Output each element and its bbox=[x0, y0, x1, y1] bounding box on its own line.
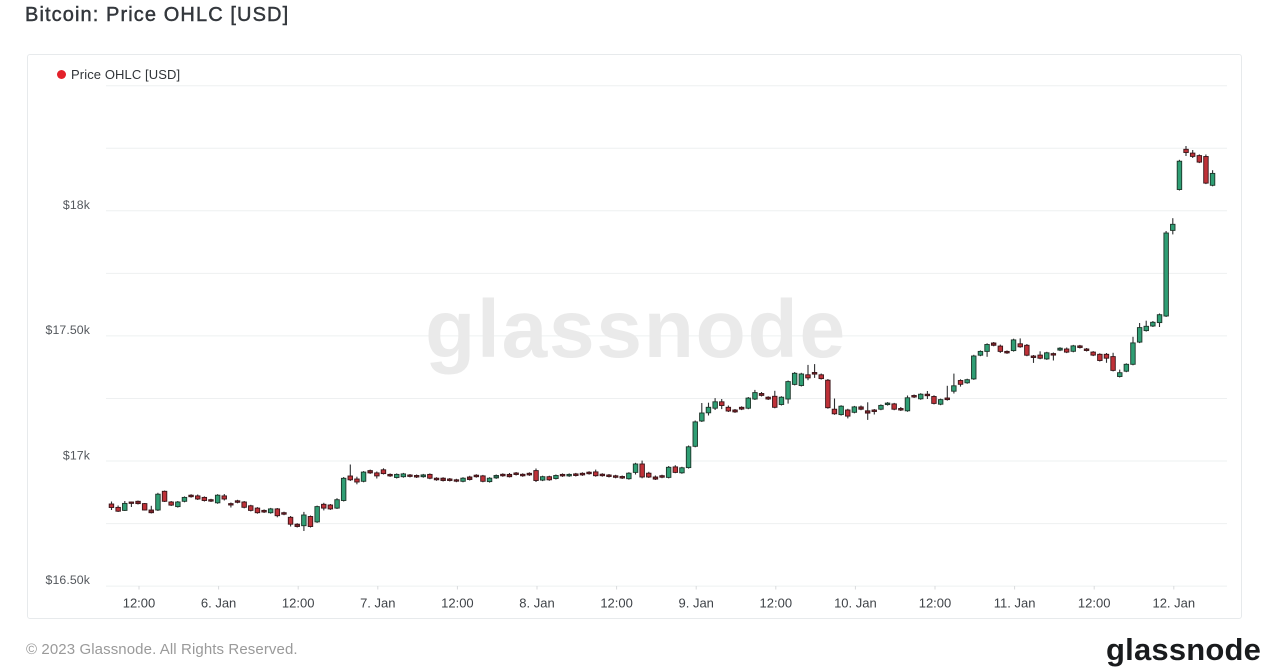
svg-text:6. Jan: 6. Jan bbox=[201, 596, 236, 611]
svg-text:12:00: 12:00 bbox=[123, 596, 156, 611]
svg-text:12. Jan: 12. Jan bbox=[1152, 596, 1195, 611]
svg-text:12:00: 12:00 bbox=[1078, 596, 1111, 611]
svg-text:12:00: 12:00 bbox=[919, 596, 952, 611]
svg-text:12:00: 12:00 bbox=[441, 596, 474, 611]
svg-text:10. Jan: 10. Jan bbox=[834, 596, 877, 611]
svg-text:12:00: 12:00 bbox=[760, 596, 793, 611]
svg-text:$17.50k: $17.50k bbox=[46, 323, 91, 337]
svg-text:$18k: $18k bbox=[63, 198, 91, 212]
svg-text:glassnode: glassnode bbox=[425, 284, 847, 375]
svg-text:9. Jan: 9. Jan bbox=[678, 596, 713, 611]
svg-text:$16.50k: $16.50k bbox=[46, 573, 91, 587]
svg-text:$17k: $17k bbox=[63, 448, 91, 462]
svg-text:7. Jan: 7. Jan bbox=[360, 596, 395, 611]
svg-text:12:00: 12:00 bbox=[282, 596, 315, 611]
svg-text:11. Jan: 11. Jan bbox=[994, 596, 1036, 611]
svg-text:8. Jan: 8. Jan bbox=[519, 596, 554, 611]
svg-text:12:00: 12:00 bbox=[600, 596, 633, 611]
